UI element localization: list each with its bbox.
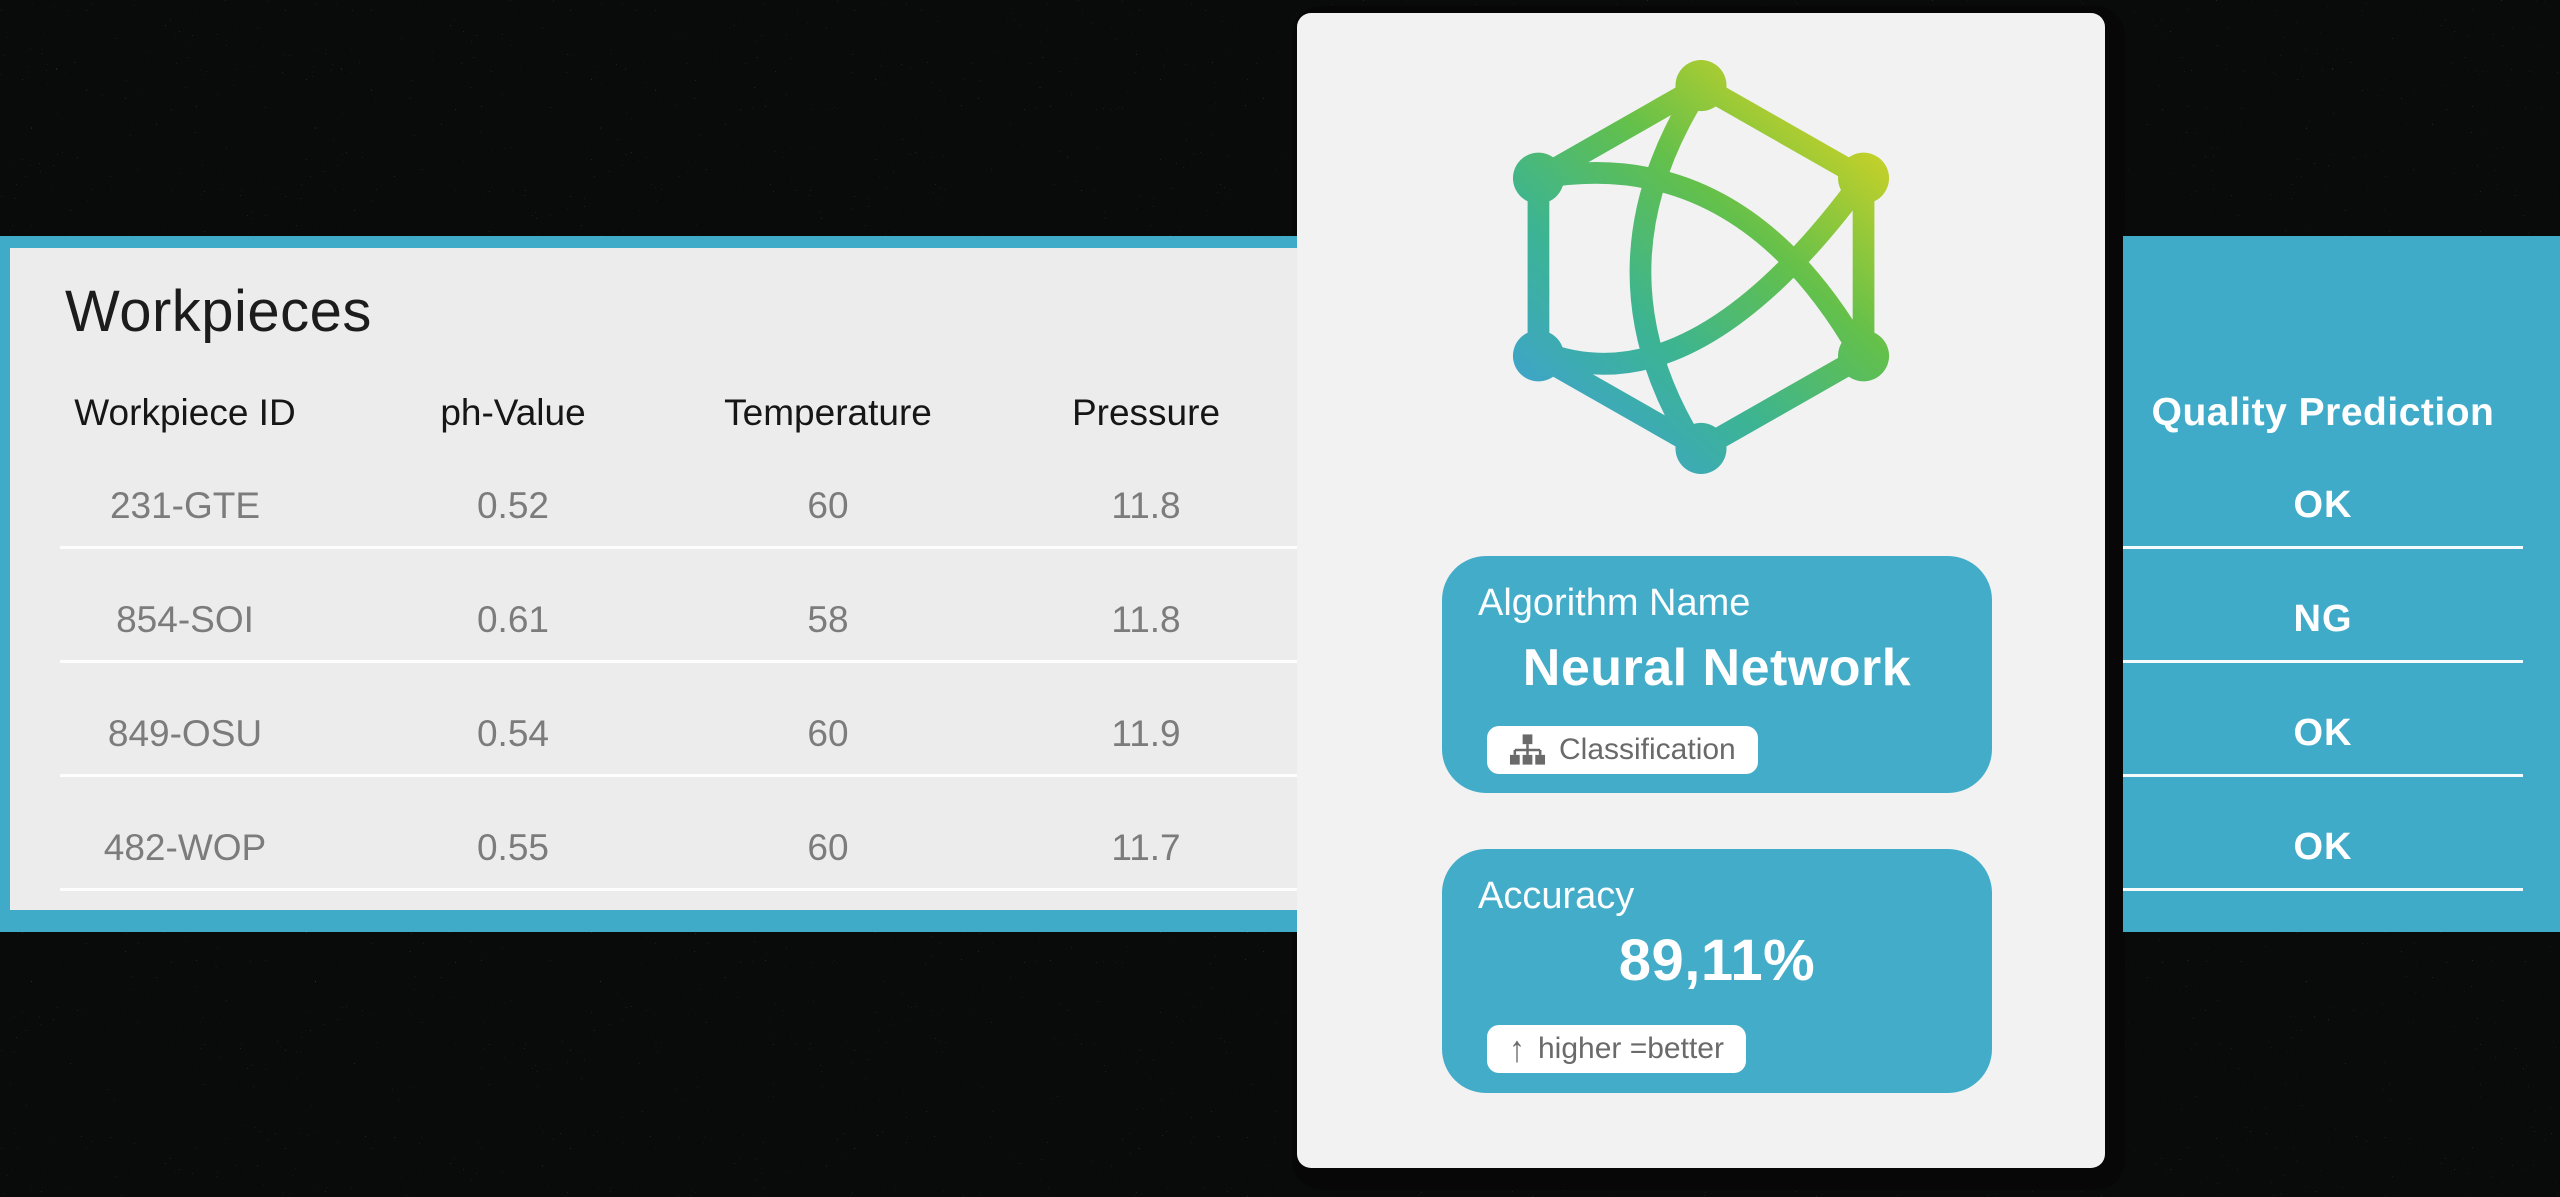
prediction-value: NG <box>2123 549 2523 663</box>
table-cell: 0.55 <box>476 826 549 868</box>
higher-better-badge: ↑ higher =better <box>1487 1025 1746 1073</box>
algorithm-name: Neural Network <box>1522 639 1912 697</box>
prediction-value: OK <box>2123 663 2523 777</box>
table-cell: 854-SOI <box>116 598 254 640</box>
table-cell: 0.52 <box>476 484 549 526</box>
table-cell: 11.9 <box>1111 712 1181 754</box>
table-row: 854-SOI 0.61 58 11.8 <box>60 549 1300 663</box>
arrow-up-icon: ↑ <box>1509 1027 1525 1070</box>
accuracy-value: 89,11% <box>1618 928 1816 993</box>
column-header: Temperature <box>724 392 932 433</box>
quality-prediction-band: Quality Prediction OK NG OK OK <box>2123 236 2560 932</box>
table-cell: 11.8 <box>1111 484 1181 526</box>
table-cell: 60 <box>807 826 849 868</box>
table-cell: 58 <box>807 598 849 640</box>
table-cell: 231-GTE <box>109 484 261 526</box>
table-cell: 60 <box>807 712 849 754</box>
prediction-value: OK <box>2123 777 2523 891</box>
table-cell: 849-OSU <box>107 712 263 754</box>
table-cell: 11.8 <box>1111 598 1181 640</box>
workpieces-panel: Workpieces Workpiece ID ph-Value Temperatu… <box>0 236 1300 932</box>
table-cell: 11.7 <box>1111 826 1181 868</box>
classification-badge: Classification <box>1487 726 1758 774</box>
table-cell: 60 <box>807 484 849 526</box>
quality-prediction-header: Quality Prediction <box>2151 391 2495 434</box>
column-header: Workpiece ID <box>74 392 296 433</box>
column-header: ph-Value <box>440 392 586 433</box>
quality-prediction-rows: OK NG OK OK <box>2123 435 2523 891</box>
classification-label: Classification <box>1559 733 1736 766</box>
table-header-row: Workpiece ID ph-Value Temperature Pressure <box>60 386 1300 440</box>
table-cell: 0.54 <box>476 712 549 754</box>
accuracy-box: Accuracy 89,11% ↑ higher =better <box>1442 849 1992 1093</box>
panel-title: Workpieces <box>65 279 372 344</box>
accuracy-label: Accuracy <box>1478 875 1635 917</box>
table-rows: 231-GTE 0.52 60 11.8 854-SOI 0.61 58 11.8 849-OS… <box>60 435 1300 891</box>
table-row: 231-GTE 0.52 60 11.8 <box>60 435 1300 549</box>
prediction-value: OK <box>2123 435 2523 549</box>
table-row: 849-OSU 0.54 60 11.9 <box>60 663 1300 777</box>
algorithm-name-box: Algorithm Name Neural Network <box>1442 556 1992 793</box>
column-header: Pressure <box>1071 392 1221 433</box>
neural-network-logo-icon <box>1512 60 1890 474</box>
higher-better-label: higher =better <box>1538 1032 1724 1065</box>
algorithm-card: Algorithm Name Neural Network <box>1297 13 2105 1168</box>
workpieces-panel-surface: Workpieces Workpiece ID ph-Value Temperatu… <box>10 248 1300 910</box>
hierarchy-icon <box>1509 734 1546 765</box>
algorithm-label: Algorithm Name <box>1478 582 1751 624</box>
table-cell: 482-WOP <box>103 826 267 868</box>
table-cell: 0.61 <box>476 598 549 640</box>
table-row: 482-WOP 0.55 60 11.7 <box>60 777 1300 891</box>
